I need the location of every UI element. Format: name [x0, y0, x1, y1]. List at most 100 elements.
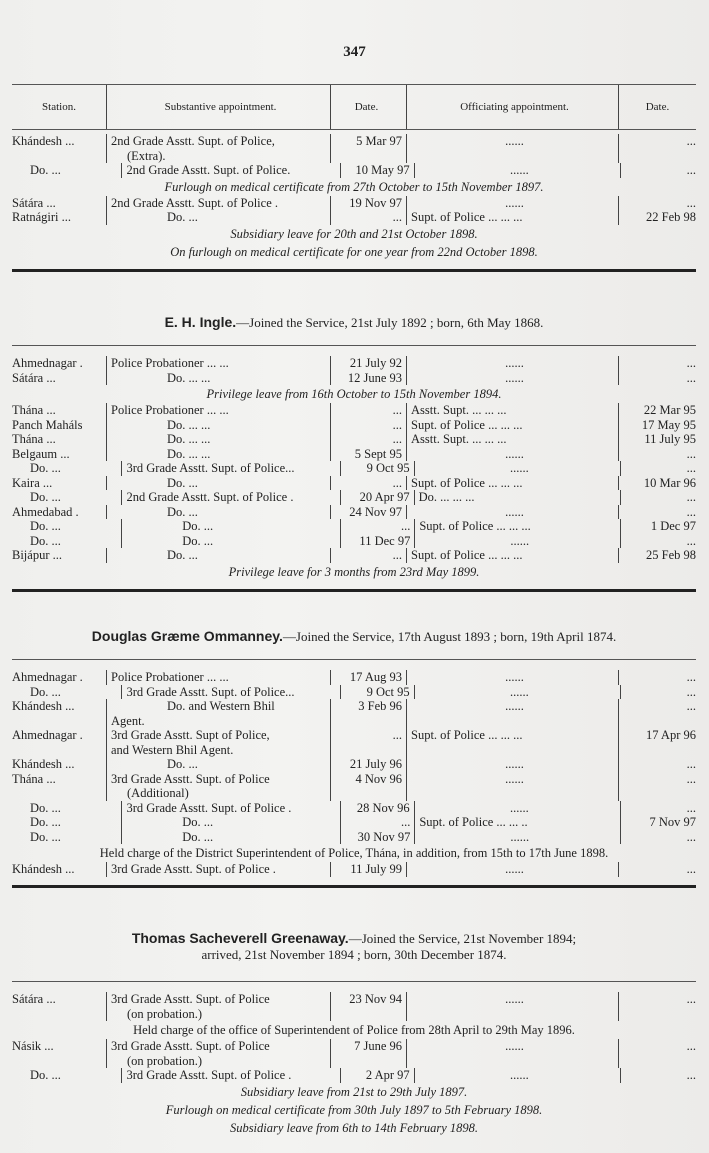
date: [330, 713, 406, 728]
officiating-date: ...: [620, 1068, 696, 1083]
substantive-appointment: Do. ...: [121, 533, 340, 548]
officiating-date: [618, 1053, 696, 1068]
date: ...: [330, 432, 406, 447]
table-row: Ratnágiri ... Do. ...... Supt. of Police .…: [12, 210, 696, 225]
substantive-appointment: Do. ...: [106, 504, 330, 519]
person-name: Thomas Sacheverell Greenaway.: [131, 930, 349, 946]
col-date: Date.: [330, 85, 406, 129]
officiating-date: ...: [620, 684, 696, 699]
officiating-date: ...: [618, 195, 696, 210]
table-body: Ahmednagar . Police Probationer ... ... 17…: [12, 670, 696, 877]
date: ...: [330, 403, 406, 418]
date: 2 Apr 97: [339, 1068, 414, 1083]
officiating-date: 22 Mar 95: [618, 403, 696, 418]
date: 5 Sept 95: [330, 446, 406, 461]
leave-note: Subsidiary leave from 6th to 14th Februa…: [229, 1120, 479, 1135]
substantive-appointment: 3rd Grade Asstt. Supt of Police,: [106, 728, 330, 743]
date: ...: [340, 815, 414, 830]
date: 4 Nov 96: [330, 771, 406, 786]
station: Do. ...: [30, 684, 61, 699]
date: 12 June 93: [330, 370, 406, 385]
table-row: Do. ... Do. ... 11 Dec 97.........: [12, 533, 696, 548]
table-row: Kaira ... Do. ...... Supt. of Police ... .…: [12, 475, 696, 490]
officiating-date: ...: [618, 699, 696, 714]
officiating-appointment: ......: [406, 370, 618, 385]
officiating-appointment: [406, 1053, 618, 1068]
substantive-appointment: Do. ... ...: [106, 417, 330, 432]
station: [12, 743, 106, 758]
officiating-date: ...: [618, 1039, 696, 1054]
col-officiating: Officiating appointment.: [406, 85, 618, 129]
officiating-date: ...: [618, 757, 696, 772]
officiating-date: 25 Feb 98: [618, 548, 696, 563]
table-row: (Additional): [12, 786, 696, 801]
officiating-appointment: [406, 148, 618, 163]
station: Ratnágiri ...: [12, 210, 72, 224]
substantive-appointment: 3rd Grade Asstt. Supt. of Police .: [106, 862, 330, 877]
table-row: Thána ... 3rd Grade Asstt. Supt. of Polic…: [12, 771, 696, 786]
station: Ahmednagar .: [12, 728, 83, 742]
date: ...: [330, 475, 406, 490]
substantive-appointment: 3rd Grade Asstt. Supt. of Police: [106, 992, 330, 1007]
table-rule: [12, 981, 696, 982]
date: ...: [330, 417, 406, 432]
officiating-appointment: [406, 1006, 618, 1021]
officiating-appointment: ......: [413, 684, 620, 699]
officiating-date: ...: [620, 461, 696, 476]
station: [12, 1054, 106, 1069]
date: [330, 1006, 406, 1021]
officiating-date: ...: [618, 992, 696, 1007]
officiating-date: ...: [618, 356, 696, 371]
date: 7 June 96: [330, 1039, 406, 1054]
table-body: Ahmednagar . Police Probationer ... ... 21…: [12, 356, 696, 563]
substantive-appointment: Do. ...: [106, 475, 330, 490]
date: [330, 1053, 406, 1068]
table-row: Do. ... 3rd Grade Asstt. Supt. of Police.…: [12, 684, 696, 699]
date: 19 Nov 97: [330, 195, 406, 210]
col-substantive: Substantive appointment.: [106, 85, 330, 129]
officiating-appointment: ......: [406, 504, 618, 519]
officiating-appointment: ......: [406, 356, 618, 371]
substantive-appointment: (on probation.): [106, 1006, 330, 1021]
officiating-appointment: ......: [406, 699, 618, 714]
officiating-date: ...: [620, 490, 696, 505]
table-row: Ahmednagar . Police Probationer ... ... 17…: [12, 670, 696, 685]
date: 23 Nov 94: [330, 992, 406, 1007]
service-details: —Joined the Service, 21st July 1892 ; bo…: [236, 315, 544, 330]
station: Násik ...: [12, 1039, 54, 1053]
leave-note: Subsidiary leave from 21st to 29th July …: [240, 1084, 468, 1099]
date: 28 Nov 96: [339, 800, 414, 815]
station: Ahmedabad .: [12, 504, 79, 519]
service-details: —Joined the Service, 21st November 1894;: [348, 931, 577, 946]
service-details: —Joined the Service, 17th August 1893 ; …: [282, 629, 617, 644]
substantive-appointment: 3rd Grade Asstt. Supt. of Police...: [121, 684, 339, 699]
station: Do. ...: [30, 1068, 61, 1082]
station: Ahmednagar .: [12, 356, 83, 370]
station: Sátára ...: [12, 992, 56, 1006]
officiating-appointment: [406, 786, 618, 801]
table-row: (on probation.): [12, 1053, 696, 1069]
station: Sátára ...: [12, 195, 56, 210]
date: 17 Aug 93: [330, 670, 406, 685]
officiating-date: [618, 786, 696, 801]
substantive-appointment: (Additional): [106, 786, 330, 801]
table-row: Do. ... 3rd Grade Asstt. Supt. of Police.…: [12, 461, 696, 476]
person-name: Douglas Græme Ommanney.: [91, 628, 283, 644]
table-row: Agent.: [12, 713, 696, 728]
station: Do. ...: [30, 829, 61, 844]
officiating-date: ...: [620, 829, 696, 844]
officiating-appointment: ......: [406, 134, 618, 149]
substantive-appointment: Do. and Western Bhil: [106, 699, 330, 714]
leave-note: Privilege leave from 16th October to 15t…: [206, 387, 502, 401]
station: Thána ...: [12, 432, 56, 446]
officiating-appointment: Supt. of Police ... ... ...: [414, 519, 620, 534]
table-row: Belgaum ... Do. ... ... 5 Sept 95.........: [12, 446, 696, 461]
table-row: Do. ... Do. ...... Supt. of Police ... ...…: [12, 815, 696, 830]
person-heading: Thomas Sacheverell Greenaway.—Joined the…: [12, 930, 696, 963]
substantive-appointment: 3rd Grade Asstt. Supt. of Police .: [121, 1068, 339, 1083]
officiating-date: ...: [620, 533, 696, 548]
date: 11 July 99: [330, 862, 406, 877]
station: Sátára ...: [12, 370, 56, 385]
table-rule: [12, 345, 696, 346]
